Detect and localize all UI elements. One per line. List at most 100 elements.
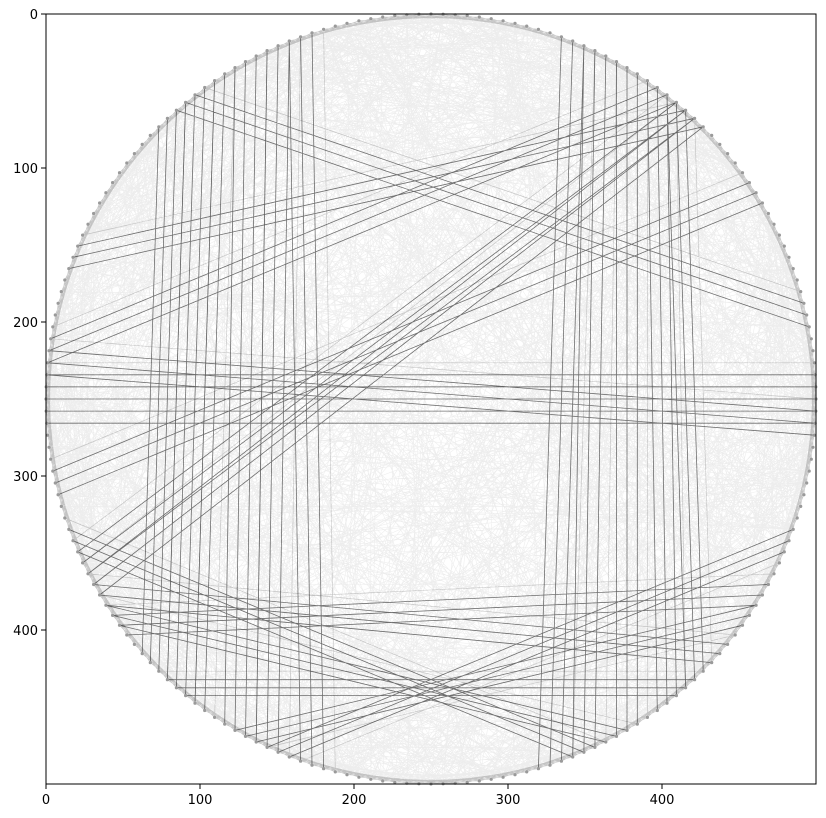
nail (174, 686, 178, 690)
nail (243, 60, 248, 64)
nail (536, 27, 541, 31)
nail (63, 278, 67, 282)
nail (772, 222, 776, 226)
nail (148, 661, 152, 665)
nail (571, 755, 575, 759)
nail (203, 85, 207, 90)
nail (777, 233, 782, 237)
nail (807, 469, 811, 473)
nail (740, 623, 745, 627)
thread-layer (46, 14, 816, 784)
nail (67, 527, 71, 532)
nail-layer (44, 12, 818, 786)
nail (132, 152, 136, 156)
nail (53, 313, 57, 317)
nail (203, 708, 207, 713)
nail (718, 142, 722, 146)
x-tick-label: 300 (496, 793, 521, 808)
nail (593, 745, 597, 750)
nail (604, 54, 608, 58)
x-tick-label: 200 (342, 793, 367, 808)
nail (104, 603, 108, 607)
nail (754, 191, 758, 195)
nail (86, 572, 90, 576)
nail (254, 740, 258, 744)
nail (799, 290, 803, 294)
nail (243, 734, 248, 739)
nail (310, 763, 314, 767)
nail (47, 349, 51, 353)
nail (645, 79, 650, 83)
nail (111, 613, 115, 618)
nail (254, 54, 258, 58)
nail (322, 767, 326, 771)
nail (718, 652, 722, 656)
nail (104, 191, 108, 195)
nail (809, 337, 813, 341)
nail (655, 85, 659, 90)
y-tick-label: 300 (13, 470, 38, 485)
nail (805, 313, 809, 317)
plot-area (44, 12, 818, 786)
nail (747, 613, 752, 618)
nail (693, 116, 697, 120)
nail (684, 108, 688, 112)
nail (799, 504, 803, 508)
nail (782, 550, 786, 554)
nail (322, 27, 326, 31)
nail (76, 244, 80, 248)
nail (56, 493, 60, 497)
nail (184, 100, 188, 104)
nail (740, 171, 745, 175)
nail (59, 290, 63, 294)
nail (125, 633, 129, 637)
nail (333, 770, 337, 774)
nail (559, 35, 564, 39)
nail (357, 775, 361, 779)
nail (701, 669, 705, 673)
nail (513, 773, 517, 777)
nail (56, 301, 60, 305)
nail (51, 325, 55, 329)
nail (148, 133, 152, 137)
nail (81, 561, 85, 565)
nail (635, 72, 639, 76)
nail (809, 457, 813, 461)
nail (811, 445, 815, 449)
x-tick-label: 100 (188, 793, 213, 808)
nail (49, 457, 53, 461)
nail (287, 39, 291, 43)
nail (795, 278, 799, 282)
nail (98, 593, 102, 597)
nail (111, 181, 115, 185)
nail (811, 349, 815, 353)
nail (59, 504, 63, 508)
nail (213, 79, 217, 83)
nail (802, 301, 806, 305)
y-tick-label: 200 (13, 316, 38, 331)
nail (299, 759, 303, 763)
nail (369, 17, 373, 21)
y-axis: 0 100 200 300 400 (13, 8, 46, 639)
x-axis: 0 100 200 300 400 (42, 784, 674, 808)
x-tick-label: 0 (42, 793, 50, 808)
nail (223, 722, 227, 726)
nail (733, 633, 737, 637)
axes-frame (45, 13, 817, 785)
y-tick-label: 100 (13, 162, 38, 177)
nail (165, 678, 169, 682)
nail (812, 433, 816, 437)
nail (501, 775, 505, 779)
nail (760, 201, 765, 205)
nail (46, 433, 50, 437)
nail (193, 93, 197, 97)
nail (393, 780, 397, 784)
nail (357, 19, 361, 23)
nail (772, 572, 776, 576)
nail (802, 493, 806, 497)
nail (791, 527, 795, 532)
nail (747, 181, 752, 185)
nail (46, 361, 50, 365)
nail (674, 694, 679, 698)
